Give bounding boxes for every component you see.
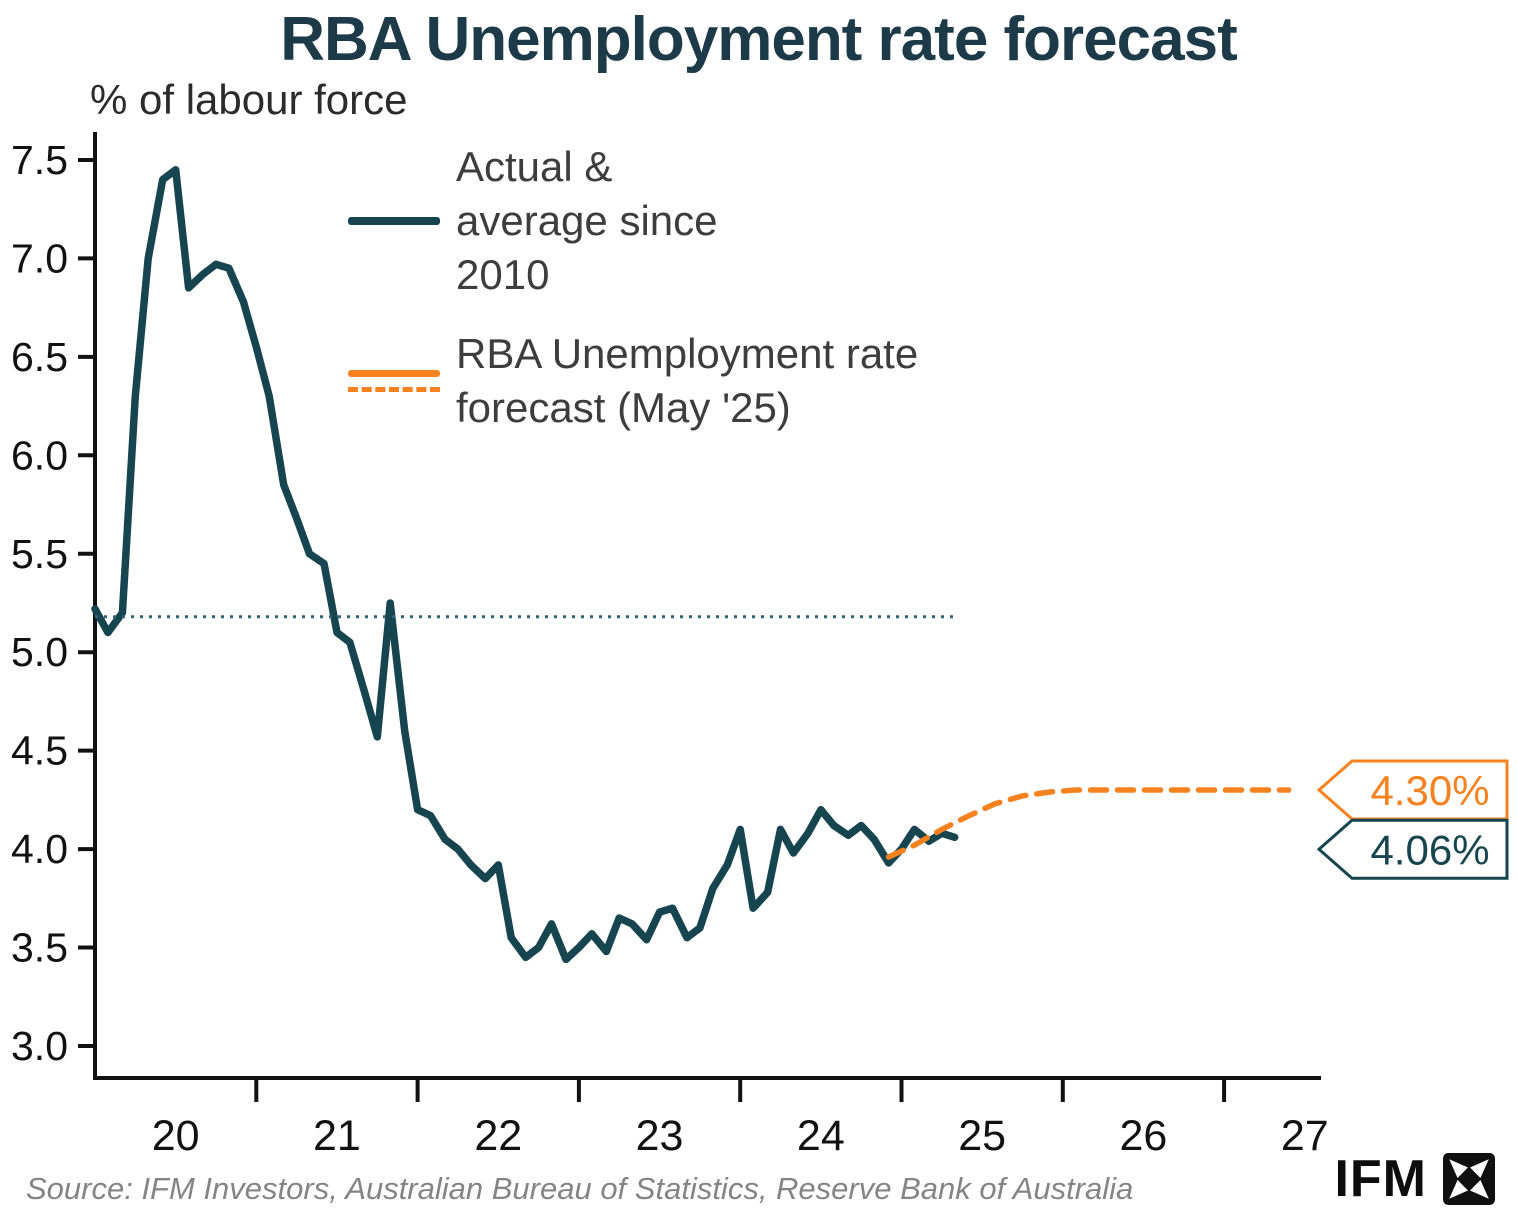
y-tick-label: 5.5 <box>11 531 68 577</box>
legend-item-actual: Actual & average since 2010 <box>348 140 918 301</box>
ifm-wordmark: IFM <box>1334 1150 1427 1208</box>
chart-legend: Actual & average since 2010 RBA Unemploy… <box>348 140 918 435</box>
ifm-logo-icon <box>1443 1153 1495 1205</box>
legend-item-forecast: RBA Unemployment rate forecast (May '25) <box>348 327 918 435</box>
x-tick-label: 25 <box>958 1112 1006 1160</box>
brand-block: IFM <box>1334 1149 1495 1209</box>
forecast-line-swatch <box>348 370 440 392</box>
solid-teal-line-swatch <box>348 216 440 225</box>
y-tick-label: 6.5 <box>11 334 68 380</box>
y-tick-label: 5.0 <box>11 629 68 675</box>
annotation-value-actual: 4.06% <box>1370 826 1489 873</box>
legend-actual-line1: Actual & <box>456 143 613 190</box>
dashed-orange-line-swatch <box>348 387 440 392</box>
source-text: Source: IFM Investors, Australian Bureau… <box>26 1171 1134 1206</box>
page-title: RBA Unemployment rate forecast <box>280 5 1238 74</box>
x-tick-label: 27 <box>1281 1112 1329 1160</box>
x-tick-label: 24 <box>797 1112 845 1160</box>
x-tick-label: 21 <box>313 1112 361 1160</box>
y-tick-label: 4.0 <box>11 826 68 872</box>
legend-actual-line3: 2010 <box>456 250 550 298</box>
y-tick-label: 4.5 <box>11 728 68 774</box>
y-tick-label: 6.0 <box>11 432 68 478</box>
legend-label-forecast: RBA Unemployment rate forecast (May '25) <box>456 327 918 435</box>
y-tick-label: 7.5 <box>11 137 68 183</box>
x-tick-label: 26 <box>1120 1112 1168 1160</box>
legend-forecast-line1: RBA Unemployment rate <box>456 330 919 378</box>
annotation-tag-rba-forecast <box>1316 759 1509 821</box>
x-tick-label: 20 <box>152 1112 200 1160</box>
annotation-value-rba-forecast: 4.30% <box>1370 767 1489 814</box>
y-tick-label: 3.0 <box>11 1023 68 1069</box>
legend-actual-line2: average since <box>456 196 718 244</box>
legend-label-actual: Actual & average since 2010 <box>456 140 718 301</box>
series-rba-forecast <box>885 787 1292 860</box>
y-tick-label: 3.5 <box>11 925 68 971</box>
y-tick-label: 7.0 <box>11 235 68 281</box>
actual-line-swatch <box>348 216 440 225</box>
y-axis-caption: % of labour force <box>90 76 408 123</box>
x-tick-label: 23 <box>636 1112 684 1160</box>
solid-orange-line-swatch <box>348 370 440 377</box>
series-actual <box>91 166 959 964</box>
annotation-tag-actual <box>1316 818 1509 880</box>
x-tick-label: 22 <box>474 1112 522 1160</box>
legend-forecast-line2: forecast (May '25) <box>456 384 791 431</box>
